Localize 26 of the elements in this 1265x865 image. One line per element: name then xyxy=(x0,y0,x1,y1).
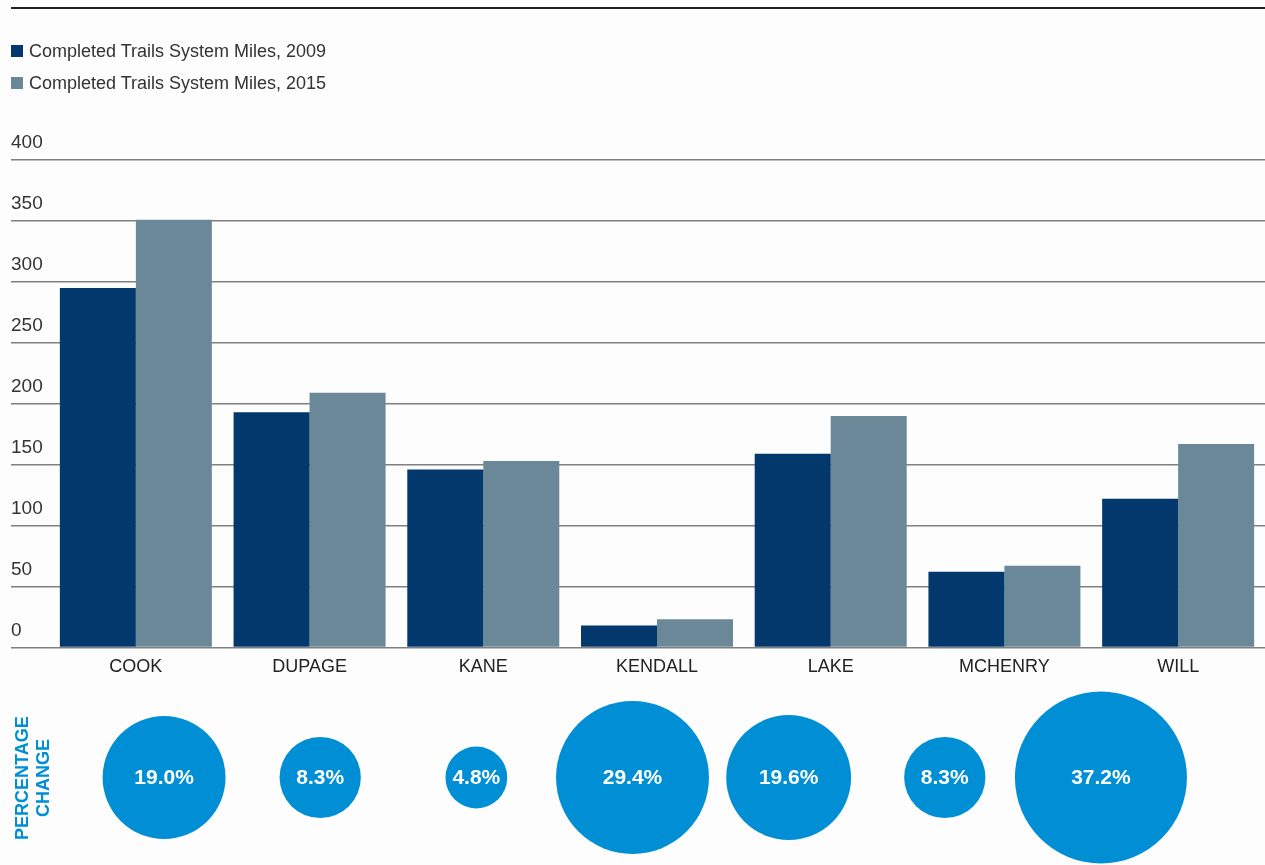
data-label: 37.2% xyxy=(1071,765,1132,789)
data-label: 29.4% xyxy=(602,765,663,789)
y-tick-label: 350 xyxy=(11,192,43,214)
x-tick-label: WILL xyxy=(1157,656,1200,677)
x-tick-label: MCHENRY xyxy=(959,656,1050,677)
data-label: 19.0% xyxy=(134,765,195,789)
y-tick-label: 0 xyxy=(11,618,22,640)
x-tick-label: KENDALL xyxy=(615,656,699,677)
y-tick-label: 150 xyxy=(11,435,43,457)
data-label: 4.8% xyxy=(452,765,501,789)
y-tick-label: 400 xyxy=(11,131,43,153)
y-tick-label: 250 xyxy=(11,314,43,336)
data-label: 19.6% xyxy=(758,765,819,789)
text: PERCENTAGE CHANGE xyxy=(12,715,54,842)
x-tick-label: LAKE xyxy=(807,656,854,677)
legend-label: Completed Trails System Miles, 2009 xyxy=(29,40,327,62)
y-tick-label: 50 xyxy=(11,557,33,579)
y-tick-label: 300 xyxy=(11,253,43,275)
y-tick-label: 100 xyxy=(11,496,43,518)
legend-label: Completed Trails System Miles, 2015 xyxy=(29,72,327,94)
x-tick-label: KANE xyxy=(458,656,508,677)
data-label: 8.3% xyxy=(920,765,970,789)
x-tick-label: DUPAGE xyxy=(272,656,347,677)
y-tick-label: 200 xyxy=(11,374,43,396)
data-label: 8.3% xyxy=(296,765,345,789)
x-tick-label: COOK xyxy=(109,656,163,677)
